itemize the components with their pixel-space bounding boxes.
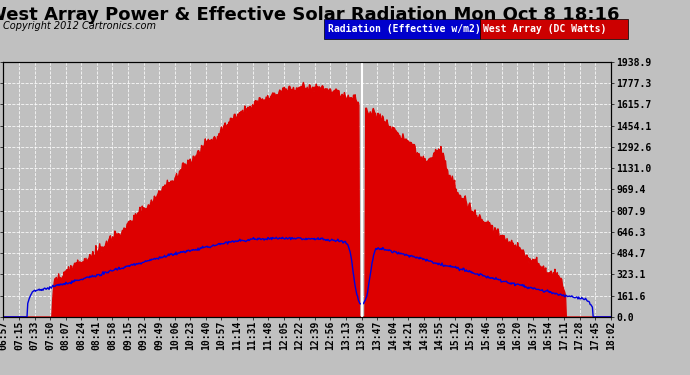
Text: West Array (DC Watts): West Array (DC Watts) xyxy=(483,24,607,34)
Text: Copyright 2012 Cartronics.com: Copyright 2012 Cartronics.com xyxy=(3,21,157,31)
Text: West Array Power & Effective Solar Radiation Mon Oct 8 18:16: West Array Power & Effective Solar Radia… xyxy=(0,6,620,24)
Text: Radiation (Effective w/m2): Radiation (Effective w/m2) xyxy=(328,24,480,34)
